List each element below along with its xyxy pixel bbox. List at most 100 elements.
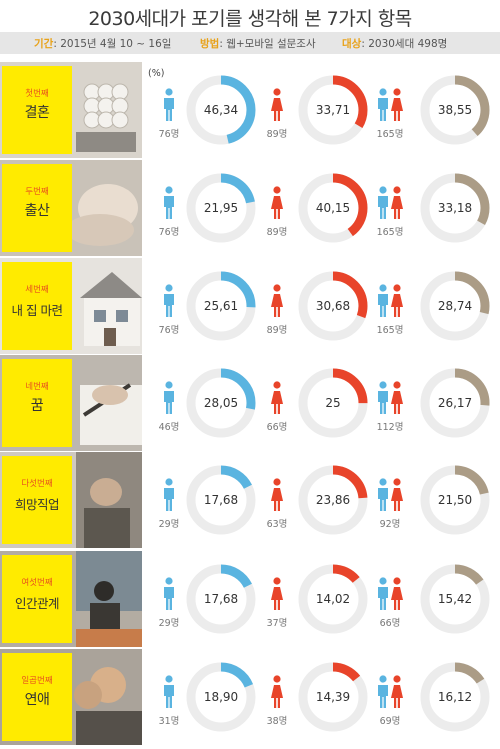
donut-ring — [420, 564, 490, 634]
couple-icon — [376, 88, 404, 126]
ring-value-arc — [186, 271, 256, 341]
donut-ring — [186, 662, 256, 732]
category-panel: 세번째 내 집 마련 76명 25,61 89명 30,68 165명 28,74 — [0, 258, 500, 354]
ring-value-label: 26,17 — [437, 396, 473, 410]
ring-value-label: 16,12 — [437, 690, 473, 704]
category-name: 출산 — [24, 203, 50, 219]
category-name: 결혼 — [24, 105, 50, 121]
ring-value-arc — [186, 465, 256, 535]
respondent-count: 89명 — [266, 227, 288, 238]
male-person-icon — [162, 675, 176, 713]
male-person-icon — [162, 381, 176, 419]
period-value: : 2015년 4월 10 ~ 16일 — [53, 38, 172, 50]
ring-value-label: 40,15 — [315, 201, 351, 215]
method-value: : 웹+모바일 설문조사 — [219, 38, 316, 50]
ring-value-label: 38,55 — [437, 103, 473, 117]
respondent-count: 76명 — [158, 129, 180, 140]
donut-ring — [298, 662, 368, 732]
ring-value-label: 33,18 — [437, 201, 473, 215]
ring-value-label: 23,86 — [315, 493, 351, 507]
respondent-count: 89명 — [266, 129, 288, 140]
male-person-icon — [162, 186, 176, 224]
category-name: 희망직업 — [14, 497, 60, 512]
ring-value-arc — [420, 271, 490, 341]
unit-label: (%) — [148, 68, 165, 79]
category-tag: 세번째 내 집 마련 — [2, 262, 72, 350]
target-info: 대상: 2030세대 498명 — [342, 36, 447, 51]
ring-value-label: 14,39 — [315, 690, 351, 704]
ring-value-label: 14,02 — [315, 592, 351, 606]
ring-value-arc — [298, 564, 368, 634]
category-ordinal: 여섯번째 — [21, 578, 53, 588]
female-person-icon — [270, 381, 284, 419]
donut-ring — [420, 75, 490, 145]
respondent-count: 92명 — [379, 519, 401, 530]
respondent-count: 31명 — [158, 716, 180, 727]
donut-ring — [186, 75, 256, 145]
donut-ring — [186, 465, 256, 535]
male-person-icon — [162, 577, 176, 615]
ring-value-arc — [420, 564, 490, 634]
respondent-count: 66명 — [379, 618, 401, 629]
donut-ring — [420, 368, 490, 438]
ring-value-arc — [298, 368, 368, 438]
respondent-count: 66명 — [266, 422, 288, 433]
category-panel: 첫번째 결혼 (%) 76명 46,34 89명 33,71 165명 38,55 — [0, 62, 500, 158]
category-panel: 두번째 출산 76명 21,95 89명 40,15 165명 33,18 — [0, 160, 500, 256]
chart-title: 2030세대가 포기를 생각해 본 7가지 항목 — [88, 8, 412, 30]
ring-value-arc — [420, 173, 490, 243]
couple-icon — [376, 675, 404, 713]
respondent-count: 112명 — [376, 422, 404, 433]
target-value: : 2030세대 498명 — [361, 38, 448, 50]
ring-value-arc — [298, 271, 368, 341]
ring-value-arc — [298, 465, 368, 535]
ring-value-label: 28,05 — [203, 396, 239, 410]
ring-value-label: 21,50 — [437, 493, 473, 507]
respondent-count: 29명 — [158, 519, 180, 530]
female-person-icon — [270, 675, 284, 713]
category-ordinal: 다섯번째 — [21, 479, 53, 489]
donut-ring — [298, 368, 368, 438]
donut-ring — [186, 564, 256, 634]
respondent-count: 165명 — [376, 227, 404, 238]
donut-ring — [420, 465, 490, 535]
category-tag: 첫번째 결혼 — [2, 66, 72, 154]
ring-value-arc — [186, 662, 256, 732]
ring-value-arc — [420, 368, 490, 438]
male-person-icon — [162, 478, 176, 516]
female-person-icon — [270, 88, 284, 126]
ring-value-label: 30,68 — [315, 299, 351, 313]
donut-ring — [298, 465, 368, 535]
ring-value-label: 18,90 — [203, 690, 239, 704]
respondent-count: 46명 — [158, 422, 180, 433]
category-name: 꿈 — [30, 398, 44, 414]
ring-value-label: 15,42 — [437, 592, 473, 606]
category-ordinal: 두번째 — [25, 187, 49, 197]
category-name: 인간관계 — [14, 596, 60, 611]
period-info: 기간: 2015년 4월 10 ~ 16일 — [34, 36, 171, 51]
donut-ring — [186, 368, 256, 438]
donut-ring — [186, 271, 256, 341]
donut-ring — [420, 173, 490, 243]
ring-value-label: 28,74 — [437, 299, 473, 313]
ring-value-label: 25 — [325, 396, 341, 410]
couple-icon — [376, 478, 404, 516]
category-tag: 네번째 꿈 — [2, 359, 72, 447]
ring-value-arc — [298, 173, 368, 243]
category-tag: 일곱번째 연애 — [2, 653, 72, 741]
ring-value-arc — [186, 75, 256, 145]
ring-value-label: 21,95 — [203, 201, 239, 215]
respondent-count: 38명 — [266, 716, 288, 727]
category-panel: 네번째 꿈 46명 28,05 66명 25 112명 26,17 — [0, 355, 500, 451]
category-ordinal: 세번째 — [25, 285, 49, 295]
respondent-count: 63명 — [266, 519, 288, 530]
period-label: 기간 — [34, 38, 54, 50]
male-person-icon — [162, 284, 176, 322]
ring-value-arc — [420, 662, 490, 732]
couple-icon — [376, 284, 404, 322]
ring-value-arc — [186, 173, 256, 243]
respondent-count: 37명 — [266, 618, 288, 629]
donut-ring — [420, 271, 490, 341]
